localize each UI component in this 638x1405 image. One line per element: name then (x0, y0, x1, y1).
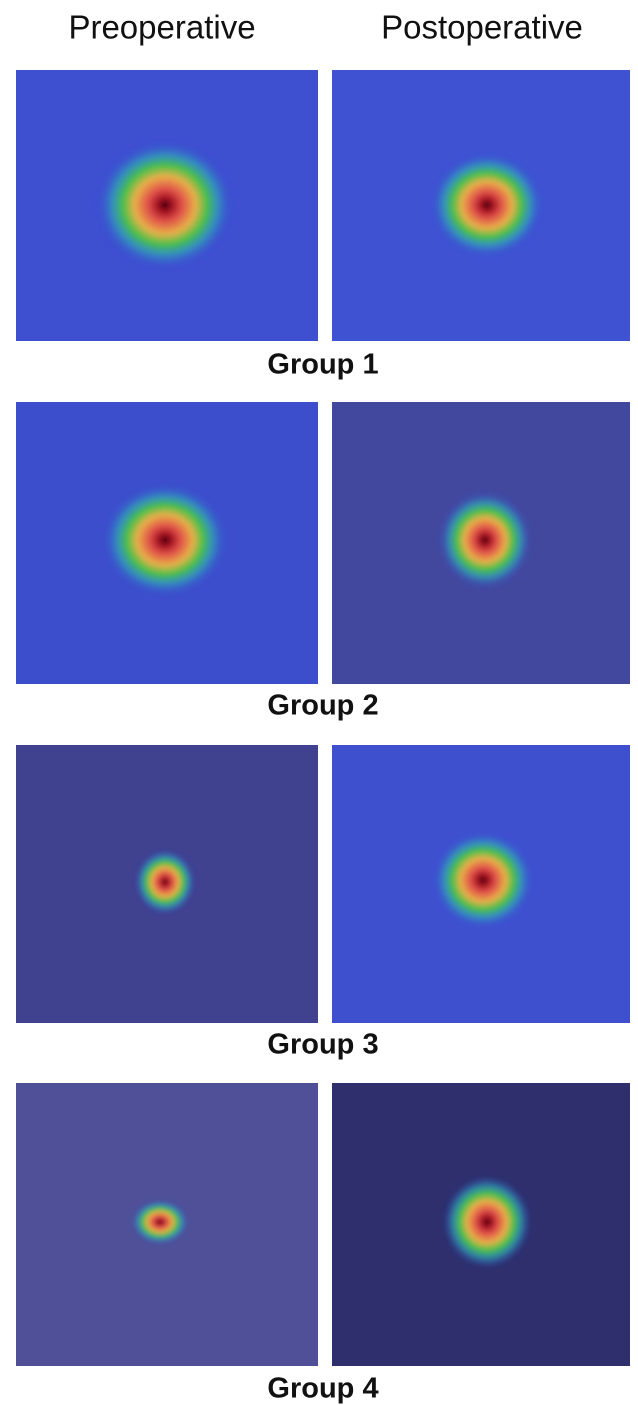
panel (332, 745, 630, 1023)
panel (16, 745, 318, 1023)
group-label: Group 2 (267, 690, 378, 722)
panel (332, 70, 630, 341)
group-label: Group 3 (267, 1029, 378, 1061)
group-label: Group 4 (267, 1373, 378, 1405)
panel (16, 402, 318, 684)
panel (16, 1083, 318, 1366)
panel (332, 402, 630, 684)
column-title: Postoperative (381, 9, 583, 46)
column-title: Preoperative (68, 9, 255, 46)
figure: Preoperative Postoperative Group 1 Group… (0, 0, 638, 1405)
page: {"columns": ["Preoperative", "Postoperat… (0, 0, 638, 1405)
panel (16, 70, 318, 341)
panel (332, 1083, 630, 1366)
group-label: Group 1 (267, 349, 378, 381)
